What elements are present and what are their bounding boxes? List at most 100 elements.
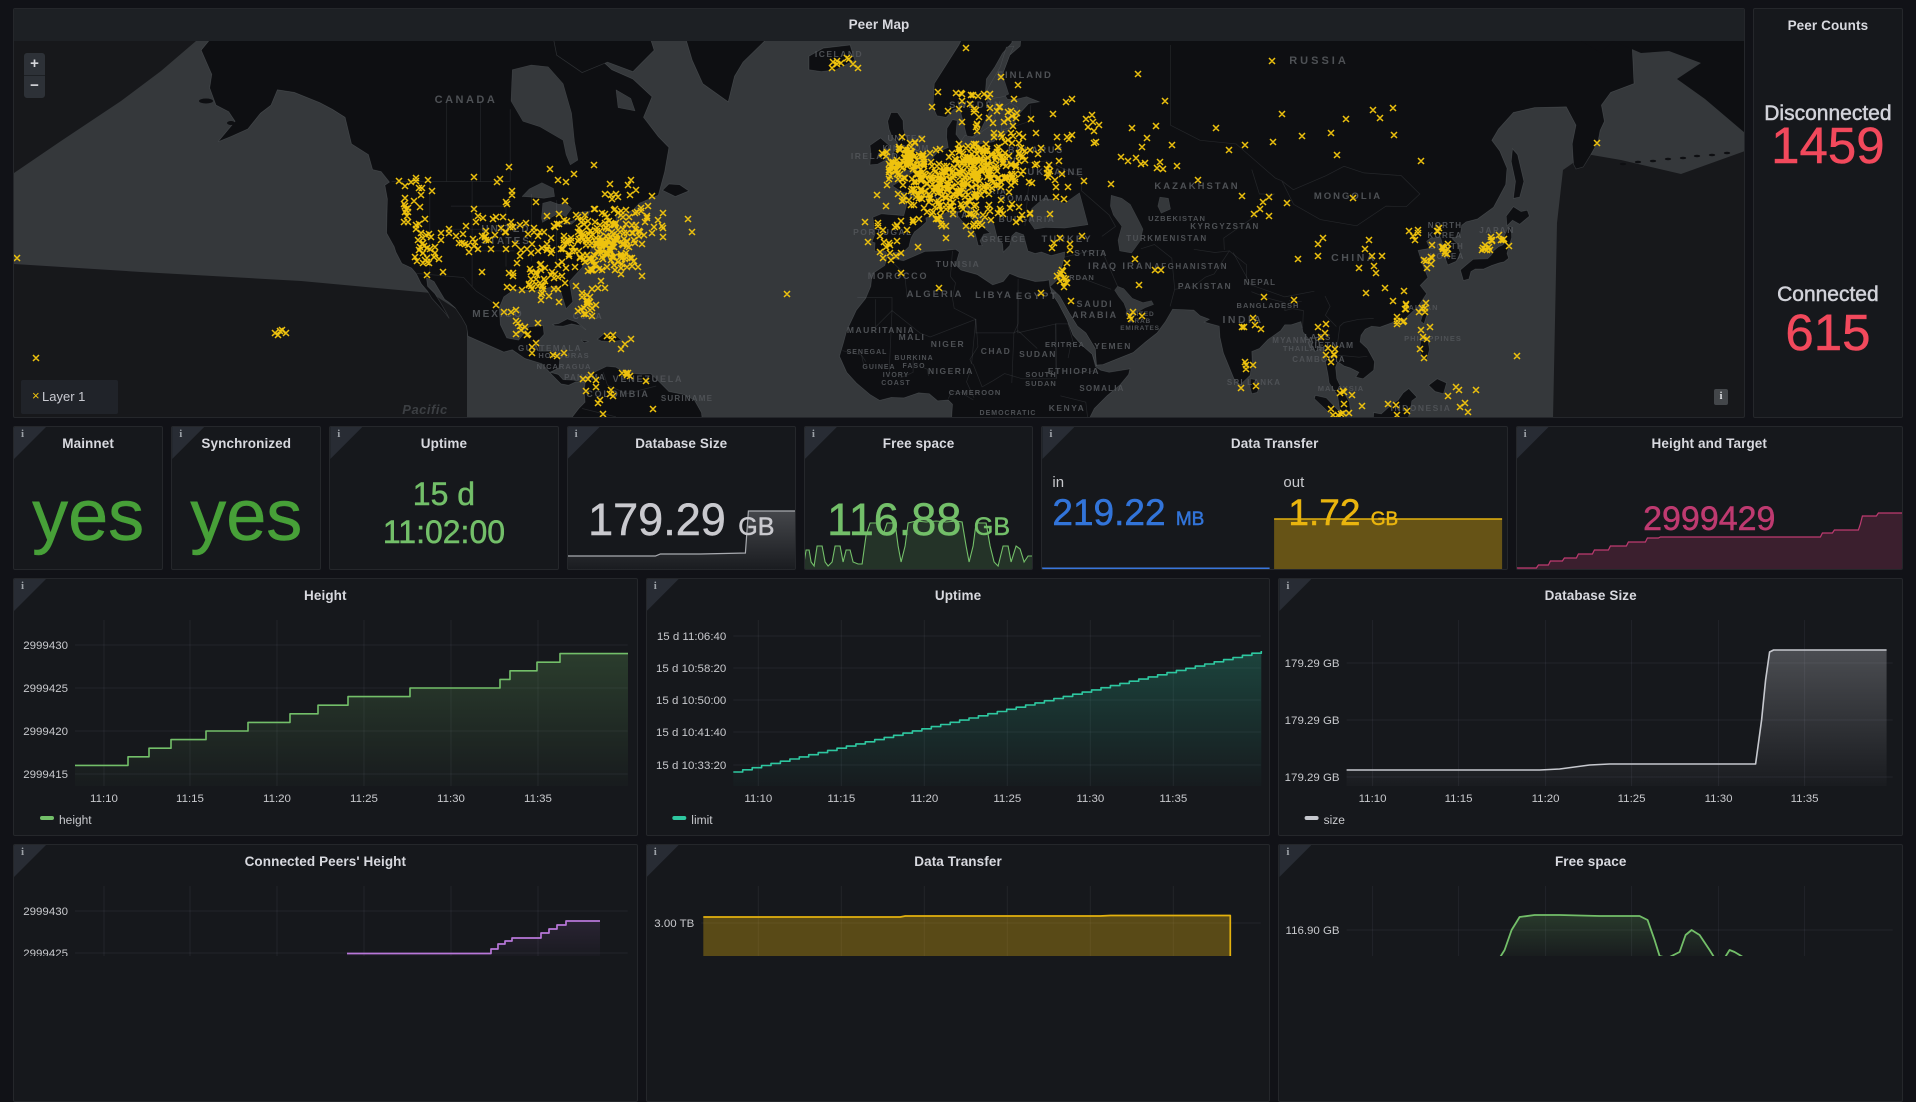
svg-text:KAZAKHSTAN: KAZAKHSTAN — [1154, 181, 1239, 192]
svg-text:COAST: COAST — [881, 380, 911, 387]
svg-text:MAURITANIA: MAURITANIA — [847, 325, 915, 335]
svg-text:SENEGAL: SENEGAL — [847, 349, 888, 356]
svg-text:2999425: 2999425 — [23, 948, 68, 956]
svg-text:GUATEMALA: GUATEMALA — [518, 344, 582, 353]
svg-text:THAILAND: THAILAND — [1283, 344, 1329, 353]
svg-text:Pacific: Pacific — [402, 402, 448, 417]
svg-text:KENYA: KENYA — [1049, 403, 1085, 413]
svg-text:UKRAINE: UKRAINE — [1027, 167, 1084, 178]
svg-text:11:20: 11:20 — [263, 793, 291, 805]
svg-text:11:30: 11:30 — [1076, 793, 1104, 805]
svg-text:BURKINA: BURKINA — [894, 355, 933, 362]
svg-text:NORTH: NORTH — [1428, 221, 1462, 230]
svg-text:STATES: STATES — [481, 236, 531, 247]
svg-text:JORDAN: JORDAN — [1057, 273, 1095, 282]
svg-text:SOMALIA: SOMALIA — [1079, 384, 1124, 393]
svg-text:PHILIPPINES: PHILIPPINES — [1404, 334, 1462, 343]
svg-text:LIBYA: LIBYA — [975, 290, 1013, 301]
svg-text:EGYPT: EGYPT — [1016, 291, 1058, 302]
svg-text:PAKISTAN: PAKISTAN — [1178, 281, 1232, 291]
svg-text:ARAB: ARAB — [1129, 318, 1151, 325]
svg-text:SRI LANKA: SRI LANKA — [1227, 378, 1281, 387]
svg-text:TURKMENISTAN: TURKMENISTAN — [1126, 234, 1207, 243]
svg-text:IRAN: IRAN — [1122, 261, 1153, 272]
svg-text:15 d 10:58:20: 15 d 10:58:20 — [656, 663, 726, 675]
svg-text:UZBEKISTAN: UZBEKISTAN — [1148, 214, 1206, 223]
svg-text:AFGHANISTAN: AFGHANISTAN — [1154, 262, 1228, 271]
svg-text:SAUDI: SAUDI — [1076, 299, 1113, 309]
svg-text:MOROCCO: MOROCCO — [868, 271, 929, 281]
svg-text:PORTUGAL: PORTUGAL — [853, 227, 913, 237]
svg-text:11:25: 11:25 — [993, 793, 1021, 805]
svg-text:CHAD: CHAD — [981, 346, 1012, 356]
svg-text:YEMEN: YEMEN — [1094, 341, 1132, 351]
svg-text:179.29 GB: 179.29 GB — [1285, 772, 1340, 784]
svg-text:3.00 TB: 3.00 TB — [654, 918, 694, 930]
svg-text:MEXICO: MEXICO — [472, 309, 523, 320]
svg-text:UNITED: UNITED — [481, 224, 530, 235]
svg-text:179.29 GB: 179.29 GB — [1285, 658, 1340, 670]
svg-text:11:30: 11:30 — [437, 793, 465, 805]
svg-text:15 d 10:41:40: 15 d 10:41:40 — [656, 727, 726, 739]
svg-text:RUSSIA: RUSSIA — [1289, 55, 1349, 67]
svg-text:SUDAN: SUDAN — [1019, 349, 1057, 359]
svg-text:size: size — [1324, 813, 1346, 827]
svg-text:MYANMAR: MYANMAR — [1272, 336, 1321, 345]
svg-text:GREECE: GREECE — [982, 234, 1027, 244]
svg-text:11:15: 11:15 — [1445, 793, 1473, 805]
svg-text:116.90 GB: 116.90 GB — [1286, 925, 1340, 937]
svg-text:ALGERIA: ALGERIA — [907, 289, 964, 300]
svg-text:179.29 GB: 179.29 GB — [1285, 715, 1340, 727]
svg-text:11:30: 11:30 — [1705, 793, 1733, 805]
svg-text:2999420: 2999420 — [23, 726, 68, 738]
svg-text:SWEDEN: SWEDEN — [949, 100, 1003, 111]
svg-text:11:10: 11:10 — [90, 793, 118, 805]
svg-text:15 d 11:06:40: 15 d 11:06:40 — [657, 631, 726, 643]
svg-text:SYRIA: SYRIA — [1074, 248, 1107, 258]
svg-text:JAPAN: JAPAN — [1479, 225, 1515, 235]
svg-text:FASO: FASO — [902, 363, 925, 370]
svg-text:BANGLADESH: BANGLADESH — [1237, 301, 1300, 310]
svg-text:DEMOCRATIC: DEMOCRATIC — [980, 410, 1037, 417]
svg-text:CAMEROON: CAMEROON — [949, 388, 1002, 397]
svg-text:CANADA: CANADA — [435, 94, 498, 106]
svg-text:GUINEA: GUINEA — [862, 364, 895, 371]
svg-text:2999430: 2999430 — [23, 640, 68, 652]
svg-text:15 d 10:33:20: 15 d 10:33:20 — [656, 760, 726, 772]
svg-text:ARABIA: ARABIA — [1072, 310, 1118, 320]
svg-text:11:15: 11:15 — [176, 793, 204, 805]
svg-text:INDIA: INDIA — [1222, 314, 1263, 326]
svg-text:11:35: 11:35 — [1791, 793, 1819, 805]
svg-text:CAMBODIA: CAMBODIA — [1292, 355, 1346, 364]
svg-text:ITALY: ITALY — [950, 210, 984, 220]
svg-text:ERITREA: ERITREA — [1045, 340, 1085, 349]
svg-text:BELARUS: BELARUS — [1008, 145, 1064, 155]
svg-text:SURINAME: SURINAME — [661, 394, 713, 403]
svg-text:INDONESIA: INDONESIA — [1391, 403, 1452, 413]
svg-text:2999425: 2999425 — [23, 683, 68, 695]
svg-text:UNITED: UNITED — [888, 134, 925, 143]
svg-text:2999430: 2999430 — [23, 906, 68, 918]
svg-text:TURKEY: TURKEY — [1041, 234, 1092, 245]
svg-text:11:10: 11:10 — [744, 793, 772, 805]
svg-text:limit: limit — [691, 813, 713, 827]
svg-text:MALI: MALI — [899, 332, 926, 342]
svg-text:HONDURAS: HONDURAS — [538, 351, 589, 360]
svg-text:SUDAN: SUDAN — [1025, 379, 1057, 388]
svg-text:11:15: 11:15 — [827, 793, 855, 805]
svg-text:TUNISIA: TUNISIA — [936, 259, 981, 269]
svg-text:CHINA: CHINA — [1331, 252, 1377, 264]
svg-text:SOUTH: SOUTH — [1025, 370, 1056, 379]
svg-text:11:35: 11:35 — [524, 793, 552, 805]
svg-text:NEPAL: NEPAL — [1244, 278, 1277, 287]
svg-text:2999415: 2999415 — [23, 769, 68, 781]
svg-text:height: height — [59, 813, 92, 827]
svg-text:ROMANIA: ROMANIA — [999, 193, 1050, 203]
svg-text:IRELAND: IRELAND — [851, 151, 899, 161]
svg-text:NIGERIA: NIGERIA — [928, 366, 974, 376]
svg-text:11:35: 11:35 — [1159, 793, 1187, 805]
svg-text:ETHIOPIA: ETHIOPIA — [1048, 366, 1100, 376]
svg-text:EMIRATES: EMIRATES — [1120, 325, 1160, 332]
svg-text:11:20: 11:20 — [910, 793, 938, 805]
svg-text:KOREA: KOREA — [1428, 231, 1463, 240]
